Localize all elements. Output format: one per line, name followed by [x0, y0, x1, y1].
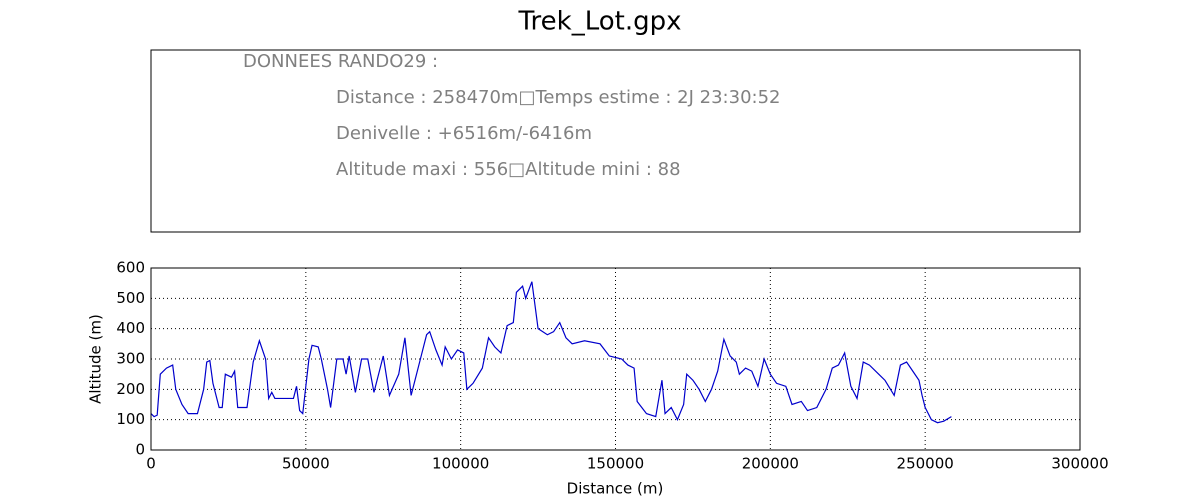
- y-axis-label: Altitude (m): [87, 314, 105, 404]
- x-tick-label: 300000: [1051, 455, 1108, 473]
- x-tick-label: 0: [146, 455, 156, 473]
- annotation: DONNEES RANDO29 :: [243, 51, 438, 72]
- y-tick-label: 500: [116, 289, 145, 307]
- y-tick-label: 600: [116, 259, 145, 277]
- annotation: Altitude maxi : 556□Altitude mini : 88: [336, 159, 681, 180]
- annotation: Distance : 258470m□Temps estime : 2J 23:…: [336, 87, 781, 108]
- plot-frame: [150, 267, 1081, 451]
- info-panel: [150, 49, 1081, 233]
- y-tick-label: 400: [116, 319, 145, 337]
- chart-title: Trek_Lot.gpx: [517, 7, 681, 37]
- x-tick-label: 100000: [432, 455, 489, 473]
- x-axis-label: Distance (m): [567, 480, 664, 498]
- x-tick-label: 200000: [742, 455, 799, 473]
- altitude-line: [150, 281, 952, 424]
- y-tick-label: 200: [116, 380, 145, 398]
- annotation: Denivelle : +6516m/-6416m: [336, 123, 592, 144]
- y-tick-label: 100: [116, 410, 145, 428]
- x-tick-label: 50000: [282, 455, 330, 473]
- y-tick-label: 0: [135, 441, 145, 459]
- y-tick-label: 300: [116, 350, 145, 368]
- x-tick-label: 150000: [587, 455, 644, 473]
- x-tick-label: 250000: [897, 455, 954, 473]
